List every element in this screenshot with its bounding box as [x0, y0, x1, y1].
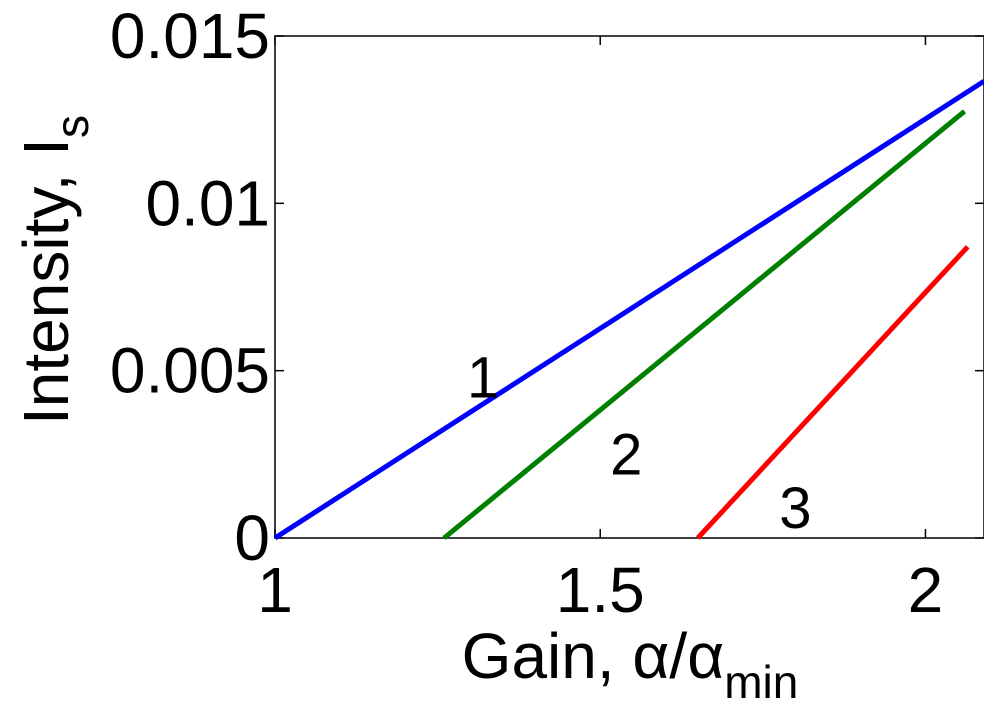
plot-area: [274, 35, 984, 539]
y-axis-label: Intensity, Is: [10, 115, 98, 425]
y-tick-label: 0.015: [110, 0, 270, 72]
x-axis-label-main: Gain, α/α: [462, 620, 725, 692]
x-axis-ticks: 1 1.5 2: [257, 36, 943, 626]
series-label-2: 2: [610, 422, 642, 487]
x-tick-label: 1.5: [556, 554, 645, 626]
x-axis-label: Gain, α/αmin: [462, 620, 799, 708]
y-axis-label-main: Intensity, I: [10, 138, 82, 425]
series-line-2: [442, 109, 967, 540]
series-labels: 1 2 3: [467, 345, 811, 541]
y-tick-label: 0.01: [145, 167, 270, 239]
x-tick-label: 2: [908, 554, 944, 626]
y-tick-label: 0.005: [110, 335, 270, 407]
y-axis-label-sub: s: [46, 115, 98, 138]
series-line-1: [273, 79, 984, 541]
series-label-3: 3: [779, 476, 811, 541]
series-lines: [273, 79, 984, 541]
series-label-1: 1: [467, 345, 499, 410]
y-axis-ticks: 0 0.005 0.01 0.015: [110, 0, 984, 574]
x-tick-label: 1: [257, 554, 293, 626]
series-line-3: [695, 245, 970, 540]
y-tick-label: 0: [234, 502, 270, 574]
x-axis-label-sub: min: [724, 656, 798, 708]
